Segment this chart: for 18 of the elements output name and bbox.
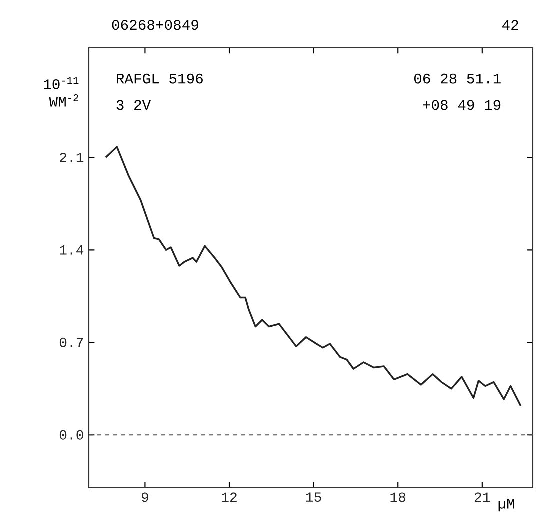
annotation: 3 2V	[116, 100, 152, 110]
y-tick-label: 0.0	[60, 430, 84, 440]
x-tick-label: 15	[306, 492, 322, 502]
annotation: +08 49 19	[423, 100, 501, 110]
annotation: RAFGL 5196	[117, 74, 203, 84]
annotation: 06 28 51.1	[414, 74, 501, 84]
x-tick-label: 12	[222, 492, 237, 502]
line-series	[104, 146, 522, 407]
y-tick-label: 1.4	[60, 246, 84, 255]
x-tick-label: 21	[474, 492, 490, 502]
x-axis-title: µM	[498, 499, 514, 512]
chart-title: 06268+0849	[112, 20, 198, 30]
x-tick-label: 9	[142, 492, 148, 502]
y-tick-label: 0.7	[60, 338, 84, 348]
text: 42	[502, 20, 518, 30]
x-tick-label: 18	[390, 492, 406, 502]
y-tick-label: 2.1	[60, 152, 84, 162]
text: 10$^{-11}$ WM$^{-2}$	[44, 77, 79, 107]
